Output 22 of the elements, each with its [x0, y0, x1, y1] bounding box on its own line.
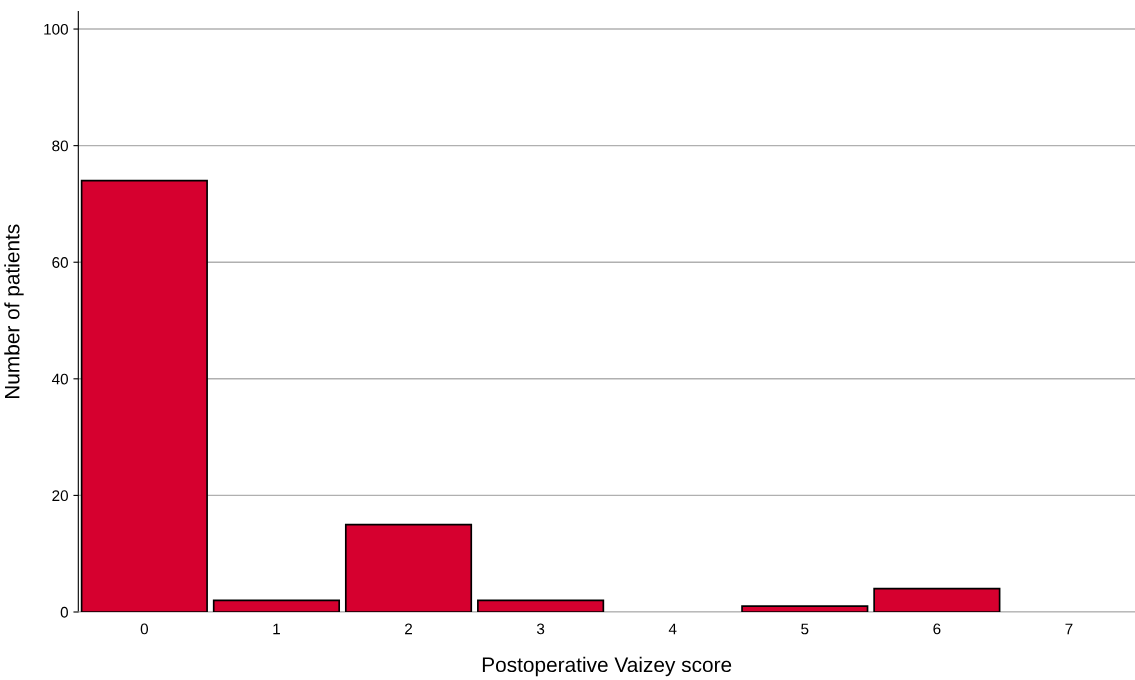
x-axis-title: Postoperative Vaizey score — [482, 656, 732, 677]
bar — [344, 523, 473, 612]
x-tick-label: 1 — [273, 623, 280, 635]
x-tick-label: 6 — [933, 623, 941, 635]
bar — [873, 587, 1001, 612]
x-tick-label: 2 — [405, 623, 413, 635]
x-tick-label: 5 — [801, 623, 809, 635]
bar — [477, 599, 605, 612]
y-tick-label: 20 — [52, 490, 68, 502]
bar — [80, 179, 208, 612]
y-tick-label: 0 — [60, 606, 68, 618]
bar — [212, 599, 341, 612]
x-tick-label: 0 — [140, 623, 149, 635]
y-tick-label: 80 — [52, 140, 68, 152]
x-tick-label: 4 — [668, 623, 677, 635]
x-tick-label: 3 — [536, 623, 545, 635]
y-tick-label: 60 — [52, 257, 68, 268]
y-tick-label: 40 — [51, 373, 68, 385]
x-tick-label: 7 — [1065, 623, 1073, 635]
y-axis-title: Number of patients — [4, 224, 24, 399]
bar — [741, 605, 869, 612]
y-tick-label: 100 — [44, 23, 68, 35]
